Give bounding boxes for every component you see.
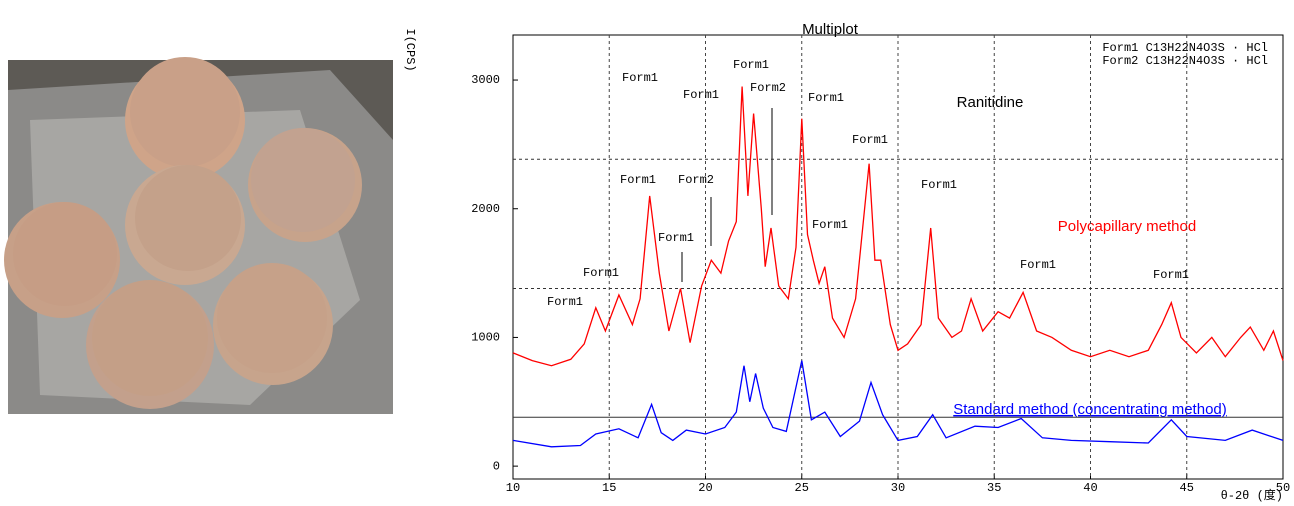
y-axis-label: I(CPS) [403, 28, 417, 71]
x-tick-label: 45 [1180, 481, 1194, 495]
annotation: Form1 [658, 231, 694, 245]
annotation: Form1 [547, 295, 583, 309]
annotation: Form1 [733, 58, 769, 72]
series-line [512, 360, 1284, 448]
annotation: Form1 [852, 133, 888, 147]
legend-line: Form2 C13H22N4O3S · HCl [1102, 54, 1268, 68]
annotation: Form1 [921, 178, 957, 192]
x-tick-label: 15 [602, 481, 616, 495]
x-axis-label: θ-2θ (度) [1221, 487, 1283, 503]
annotation: Form1 [1153, 268, 1189, 282]
photo [4, 57, 393, 414]
annotation: Form2 [750, 81, 786, 95]
legend-line: Form1 C13H22N4O3S · HCl [1102, 41, 1268, 55]
y-tick-label: 2000 [471, 202, 500, 216]
y-tick-label: 0 [493, 459, 500, 473]
annotation: Form1 [683, 88, 719, 102]
x-tick-label: 20 [698, 481, 712, 495]
chart-title: Multiplot [802, 21, 859, 38]
annotation: Form1 [1020, 258, 1056, 272]
series-line [512, 86, 1284, 367]
x-tick-label: 35 [987, 481, 1001, 495]
annotation: Form1 [583, 266, 619, 280]
annotation: Form1 [620, 173, 656, 187]
x-tick-label: 40 [1083, 481, 1097, 495]
annotation: Form1 [808, 91, 844, 105]
annotation: Form1 [622, 71, 658, 85]
legend-entry: Polycapillary method [1058, 218, 1196, 235]
y-tick-label: 1000 [471, 331, 500, 345]
x-tick-label: 10 [506, 481, 520, 495]
annotation: Form2 [678, 173, 714, 187]
x-tick-label: 50 [1276, 481, 1290, 495]
y-tick-label: 3000 [471, 73, 500, 87]
annotation: Form1 [812, 218, 848, 232]
x-tick-label: 25 [795, 481, 809, 495]
x-tick-label: 30 [891, 481, 905, 495]
subtitle: Ranitidine [957, 94, 1024, 111]
